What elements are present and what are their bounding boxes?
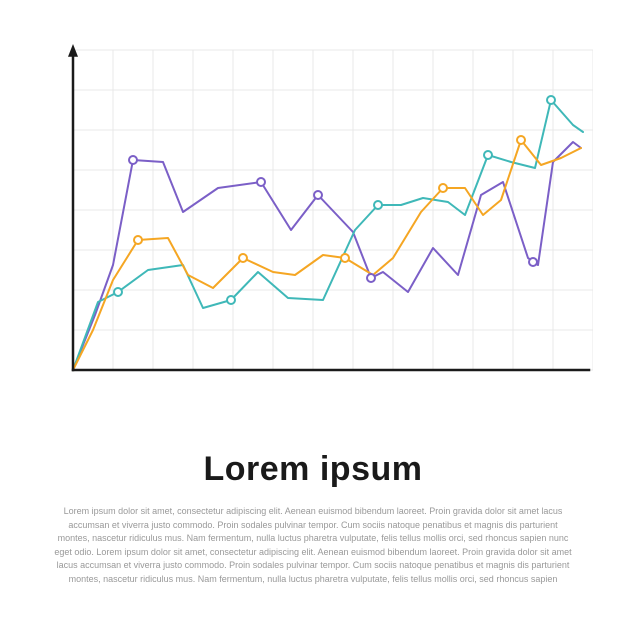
series-purple-marker xyxy=(367,274,375,282)
series-teal-marker xyxy=(484,151,492,159)
series-purple-marker xyxy=(257,178,265,186)
series-teal-marker xyxy=(227,296,235,304)
body-copy: Lorem ipsum dolor sit amet, consectetur … xyxy=(53,505,573,586)
series-teal-marker xyxy=(547,96,555,104)
series-teal-marker xyxy=(114,288,122,296)
series-teal-marker xyxy=(374,201,382,209)
page-title: Lorem ipsum xyxy=(204,450,423,489)
series-purple-marker xyxy=(129,156,137,164)
series-orange-marker xyxy=(517,136,525,144)
series-purple-marker xyxy=(314,191,322,199)
series-orange-marker xyxy=(341,254,349,262)
chart-svg xyxy=(33,40,593,400)
series-purple-marker xyxy=(529,258,537,266)
series-orange-marker xyxy=(134,236,142,244)
series-orange-marker xyxy=(239,254,247,262)
line-chart xyxy=(33,40,593,400)
series-orange-marker xyxy=(439,184,447,192)
